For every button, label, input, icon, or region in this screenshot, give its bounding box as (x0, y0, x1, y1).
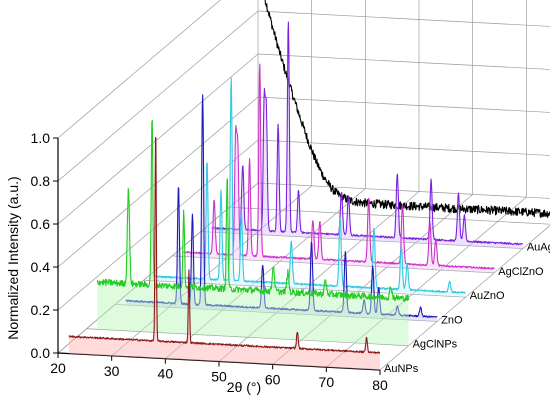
series-fill (211, 22, 523, 249)
grid-line (272, 194, 473, 365)
grid-line (115, 304, 438, 322)
grid-line (257, 139, 550, 156)
series-fill (97, 120, 409, 346)
x-tick-label: 50 (211, 369, 227, 385)
series-label: AgClZnO (498, 266, 544, 278)
series-labels: Burdock extractAuAgClZnOAgClZnOAuZnOZnOA… (384, 242, 550, 375)
series-fill (154, 78, 466, 298)
grid-line (229, 206, 550, 225)
y-tick-label: 0.2 (31, 302, 51, 318)
grid-line (57, 53, 259, 225)
grid-line (57, 182, 259, 354)
grid-line (257, 96, 550, 113)
grid-line (257, 182, 550, 199)
x-tick-label: 60 (265, 371, 281, 387)
grid-line (165, 188, 366, 359)
x-tick-label: 20 (50, 360, 66, 376)
grid-line (57, 139, 259, 311)
grid-line (218, 191, 420, 362)
grid-line (200, 231, 523, 249)
x-tick-label: 80 (372, 377, 388, 393)
grid-line (86, 328, 409, 347)
x-tick-label: 40 (158, 366, 174, 382)
y-axis-label: Normalized Intensity (a.u.) (5, 176, 21, 339)
series-label: AuZnO (470, 290, 505, 302)
grid-line (57, 0, 221, 139)
y-tick-label: 0.4 (31, 259, 51, 275)
series-line (125, 94, 438, 318)
tick-labels: 20 30 40 50 60 70 80 0.0 0.2 0.4 0.6 0.8 1.0 (31, 130, 388, 393)
grid-line (326, 196, 527, 368)
grid-line (379, 225, 550, 371)
series-label: AuAgClZnO (527, 242, 550, 254)
axes (53, 137, 381, 375)
series-label: AgClNPs (413, 339, 458, 351)
y-tick-label: 0.8 (31, 173, 51, 189)
series-line (68, 136, 381, 354)
series-label: ZnO (441, 314, 463, 326)
y-tick-label: 0.6 (31, 216, 51, 232)
series-fill (125, 94, 438, 322)
series-traces (68, 0, 550, 370)
y-tick-label: 0.0 (31, 345, 51, 361)
grid-line (143, 279, 466, 298)
grid-line (57, 96, 259, 268)
y-tick-label: 1.0 (31, 130, 51, 146)
grid-line (111, 185, 312, 357)
series-fill (183, 64, 495, 273)
grid-line (257, 53, 550, 70)
grid-line (257, 10, 550, 27)
series-fill (68, 137, 380, 370)
x-tick-label: 30 (104, 363, 120, 379)
x-tick-label: 70 (319, 374, 335, 390)
series-line (96, 119, 410, 302)
x-axis-label: 2θ (°) (227, 379, 261, 395)
series-label: AuNPs (384, 363, 419, 375)
grid-line (57, 10, 259, 182)
